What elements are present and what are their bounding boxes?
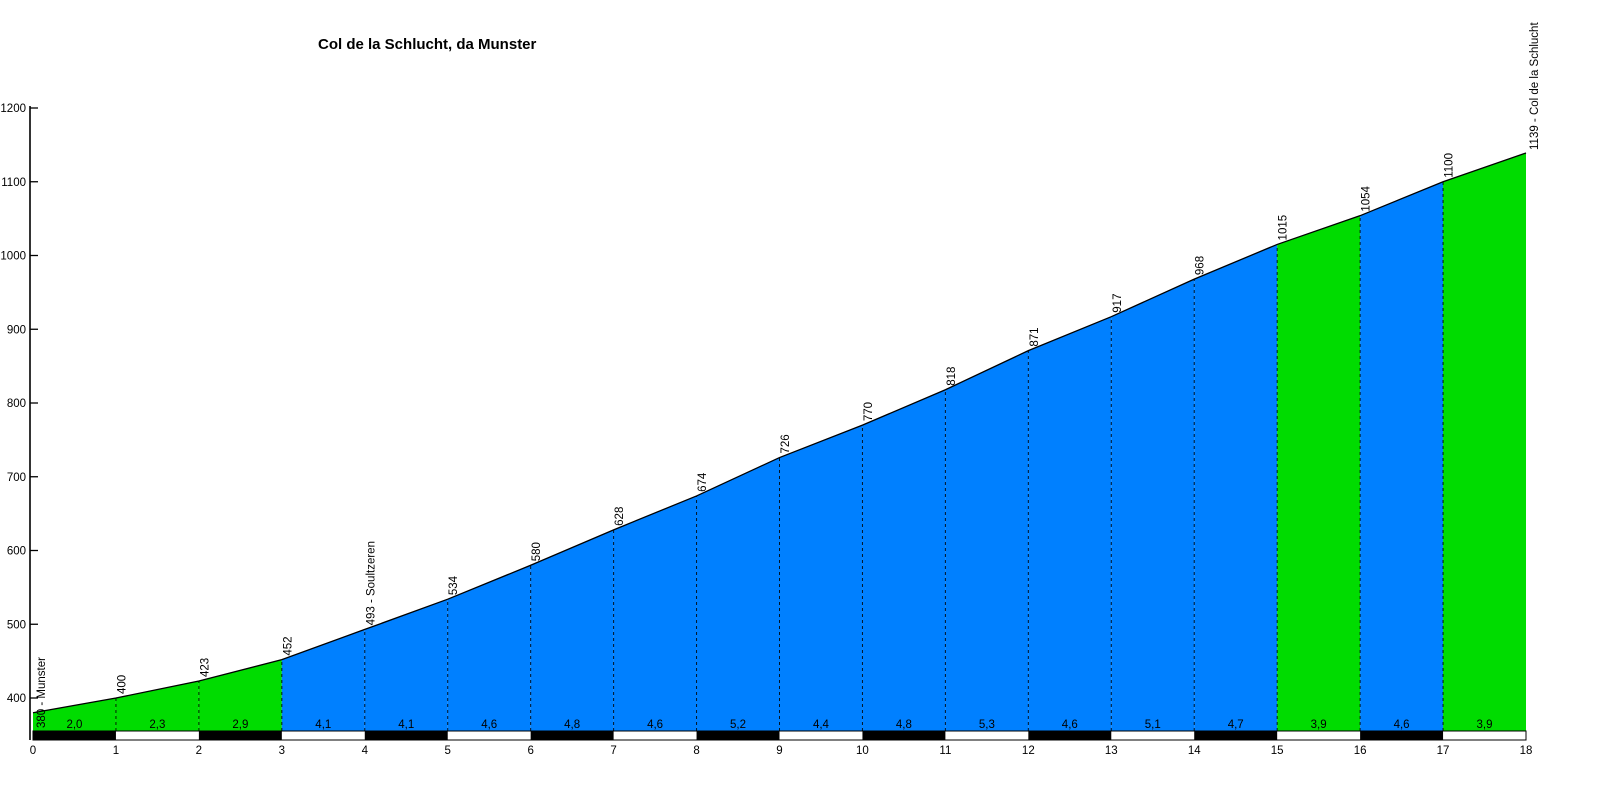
distance-bar-black-segment (1360, 731, 1444, 740)
gradient-label: 3,9 (1311, 719, 1327, 731)
x-axis-label: 3 (279, 745, 285, 757)
gradient-label: 2,0 (66, 719, 82, 731)
profile-segment-km13-14 (1111, 279, 1195, 731)
distance-bar-black-segment (1194, 731, 1278, 740)
x-axis-label: 6 (527, 745, 533, 757)
profile-segment-km9-10 (779, 425, 863, 731)
profile-segment-km6-7 (530, 529, 614, 731)
profile-segment-km1-2 (115, 681, 199, 731)
gradient-label: 5,1 (1145, 719, 1161, 731)
distance-bar-black-segment (364, 731, 448, 740)
gradient-label: 4,7 (1228, 719, 1244, 731)
distance-bar-black-segment (696, 731, 780, 740)
y-axis-label: 1100 (1, 177, 26, 189)
gradient-label: 3,9 (1477, 719, 1493, 731)
x-axis-label: 5 (445, 745, 451, 757)
x-axis-label: 16 (1354, 745, 1367, 757)
elevation-label: 400 (116, 675, 128, 694)
elevation-label: 534 (448, 575, 460, 595)
x-axis-label: 4 (362, 745, 369, 757)
profile-segment-km12-13 (1028, 316, 1112, 731)
x-axis-label: 9 (776, 745, 782, 757)
x-axis-label: 17 (1437, 745, 1450, 757)
gradient-label: 4,1 (398, 719, 414, 731)
elevation-label: 1100 (1444, 153, 1456, 178)
distance-bar-black-segment (530, 731, 614, 740)
profile-segment-km10-11 (862, 389, 946, 731)
profile-segment-km16-17 (1360, 181, 1444, 731)
profile-segment-km4-5 (364, 599, 448, 731)
x-axis-label: 12 (1022, 745, 1035, 757)
y-axis-label: 900 (7, 324, 26, 336)
y-axis-label: 800 (7, 398, 26, 410)
y-axis-label: 700 (7, 472, 26, 484)
gradient-label: 4,6 (1062, 719, 1078, 731)
distance-bar-black-segment (862, 731, 946, 740)
elevation-label: 628 (614, 507, 626, 526)
elevation-label: 1054 (1361, 185, 1373, 211)
profile-outline (32, 152, 1527, 714)
x-axis-label: 1 (113, 745, 119, 757)
elevation-label: 726 (780, 434, 792, 453)
elevation-label: 493 - Soultzeren (365, 541, 377, 625)
x-axis-label: 13 (1105, 745, 1118, 757)
profile-segment-km11-12 (945, 350, 1029, 731)
elevation-label: 1015 (1278, 215, 1290, 241)
elevation-label: 770 (863, 402, 875, 421)
x-axis-label: 8 (693, 745, 699, 757)
gradient-label: 5,2 (730, 719, 746, 731)
gradient-label: 4,6 (1394, 719, 1410, 731)
elevation-label: 380 - Munster (36, 657, 48, 728)
y-axis-label: 400 (7, 693, 26, 705)
x-axis-label: 18 (1520, 745, 1533, 757)
distance-bar-black-segment (33, 731, 116, 740)
profile-segment-km2-3 (198, 659, 282, 731)
elevation-label: 452 (282, 636, 294, 655)
gradient-label: 4,6 (481, 719, 497, 731)
gradient-label: 4,8 (564, 719, 580, 731)
gradient-label: 4,6 (647, 719, 663, 731)
distance-bar-border (32, 730, 1527, 741)
elevation-label: 1139 - Col de la Schlucht (1529, 22, 1541, 150)
x-axis-label: 15 (1271, 745, 1284, 757)
elevation-label: 423 (199, 658, 211, 677)
profile-segment-km8-9 (696, 457, 780, 731)
elevation-label: 818 (946, 367, 958, 386)
x-axis-label: 0 (30, 745, 36, 757)
elevation-label: 674 (697, 472, 709, 492)
profile-segment-km3-4 (281, 629, 365, 731)
profile-segment-km0-1 (33, 698, 116, 731)
distance-bar-black-segment (198, 731, 282, 740)
x-axis-label: 11 (939, 745, 951, 757)
chart-title: Col de la Schlucht, da Munster (318, 36, 537, 53)
profile-segment-km14-15 (1194, 244, 1278, 731)
distance-bar-black-segment (1028, 731, 1112, 740)
elevation-label: 968 (1195, 256, 1207, 275)
gradient-label: 2,9 (232, 719, 248, 731)
x-axis-label: 7 (610, 745, 616, 757)
gradient-label: 4,8 (896, 719, 912, 731)
elevation-label: 580 (531, 542, 543, 561)
y-axis-label: 500 (7, 619, 26, 631)
y-axis-label: 1000 (0, 251, 26, 263)
gradient-label: 2,3 (149, 719, 165, 731)
profile-segment-km5-6 (447, 565, 531, 731)
y-axis-label: 1200 (0, 103, 26, 115)
elevation-label: 917 (1112, 294, 1124, 313)
x-axis-label: 2 (196, 745, 202, 757)
profile-segment-km17-18 (1443, 152, 1526, 732)
profile-segment-km7-8 (613, 495, 697, 731)
x-axis-label: 14 (1188, 745, 1201, 757)
profile-segment-km15-16 (1277, 215, 1361, 732)
elevation-label: 871 (1029, 327, 1041, 346)
gradient-label: 4,1 (315, 719, 331, 731)
y-axis-label: 600 (7, 546, 26, 558)
gradient-label: 5,3 (979, 719, 995, 731)
gradient-label: 4,4 (813, 719, 830, 731)
x-axis-label: 10 (856, 745, 869, 757)
